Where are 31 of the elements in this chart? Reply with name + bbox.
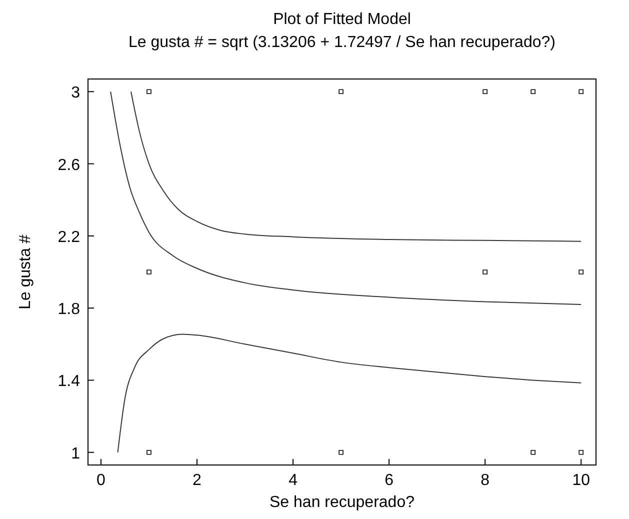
y-tick-label: 1.8 — [58, 301, 80, 318]
point — [578, 450, 584, 455]
x-tick-label: 2 — [192, 472, 202, 489]
y-tick-label: 2.2 — [58, 228, 80, 246]
point — [578, 270, 584, 274]
x-tick-label: 4 — [288, 472, 298, 489]
point — [338, 89, 344, 94]
x-tick-label: 6 — [384, 472, 394, 489]
point — [146, 270, 152, 274]
point — [146, 89, 152, 94]
chart-title: Plot of Fitted Model — [273, 11, 411, 28]
y-axis-title: Le gusta # — [17, 234, 34, 310]
point — [482, 89, 488, 94]
point — [146, 450, 152, 455]
point — [338, 450, 344, 455]
line-series — [117, 334, 582, 453]
x-tick-label: 8 — [480, 472, 490, 489]
line-series — [130, 91, 582, 242]
x-tick-label: 10 — [572, 472, 590, 489]
y-tick-label: 1 — [71, 445, 80, 462]
point — [578, 89, 584, 94]
y-tick-label: 1.4 — [58, 373, 80, 390]
chart-subtitle: Le gusta # = sqrt (3.13206 + 1.72497 / Se han recuperado?) — [128, 34, 556, 51]
point — [530, 89, 536, 94]
y-tick-label: 2.6 — [58, 156, 80, 174]
point — [482, 270, 488, 274]
line-series — [110, 91, 582, 305]
x-axis-title: Se han recuperado? — [270, 494, 415, 511]
x-tick-label: 0 — [96, 472, 106, 489]
y-tick-label: 3 — [71, 84, 80, 102]
point — [530, 450, 536, 455]
